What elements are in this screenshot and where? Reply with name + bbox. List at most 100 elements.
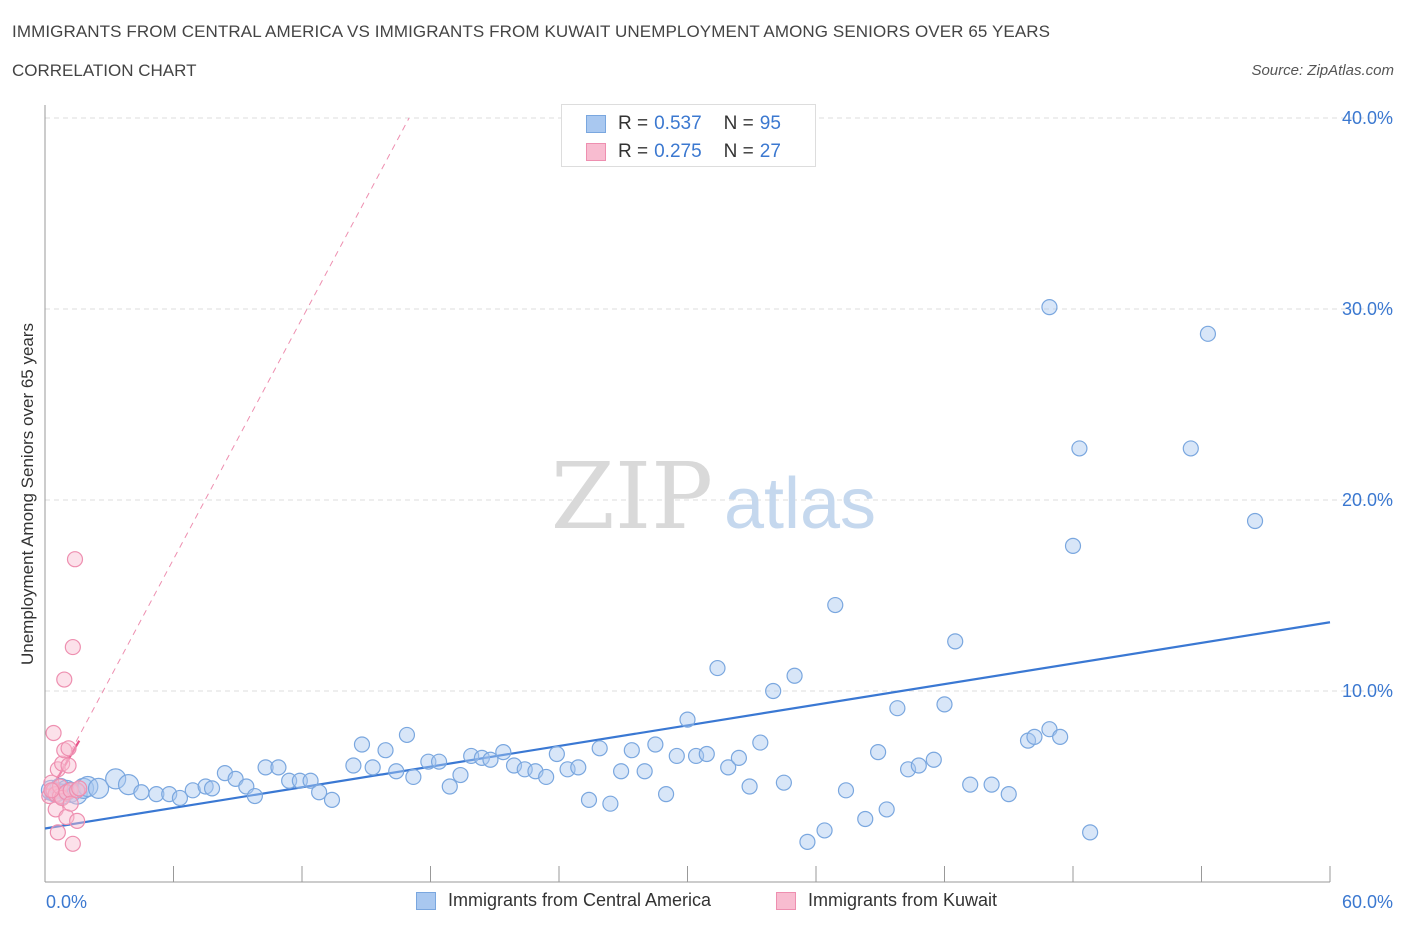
point-kuwait bbox=[56, 671, 73, 688]
legend-n-value: 95 bbox=[759, 113, 781, 134]
point-central-america bbox=[636, 763, 653, 780]
point-central-america bbox=[889, 700, 906, 717]
point-central-america bbox=[786, 667, 803, 684]
bottom-legend-label: Immigrants from Kuwait bbox=[808, 890, 998, 910]
point-central-america bbox=[495, 744, 512, 761]
trendline-central-america bbox=[44, 621, 1331, 830]
point-central-america bbox=[857, 810, 874, 828]
point-central-america bbox=[752, 734, 769, 751]
watermark-zip: ZIP bbox=[551, 443, 713, 550]
point-central-america bbox=[105, 768, 127, 790]
bottom-legend-central-america: Immigrants from Central America bbox=[416, 890, 711, 911]
point-central-america bbox=[452, 766, 469, 784]
point-kuwait bbox=[64, 638, 81, 656]
point-kuwait bbox=[64, 835, 81, 852]
point-central-america bbox=[765, 682, 782, 700]
point-kuwait bbox=[60, 740, 77, 757]
point-central-america bbox=[197, 778, 214, 795]
y-tick-label: 20.0% bbox=[1342, 490, 1393, 510]
point-central-america bbox=[591, 740, 608, 757]
bottom-legend-kuwait: Immigrants from Kuwait bbox=[776, 890, 997, 911]
legend-n-label: N = bbox=[723, 113, 754, 134]
point-kuwait bbox=[49, 824, 66, 841]
point-central-america bbox=[184, 782, 201, 799]
point-central-america bbox=[668, 747, 685, 765]
point-central-america bbox=[698, 745, 715, 763]
point-kuwait bbox=[69, 782, 86, 799]
point-central-america bbox=[148, 786, 165, 803]
point-central-america bbox=[482, 751, 499, 768]
watermark: ZIP atlas bbox=[551, 443, 876, 550]
point-kuwait bbox=[43, 782, 60, 799]
point-central-america bbox=[117, 773, 140, 796]
point-central-america bbox=[936, 696, 953, 713]
point-central-america bbox=[548, 745, 565, 763]
point-kuwait bbox=[54, 755, 71, 772]
legend-n-label: N = bbox=[723, 141, 754, 162]
chart-title: IMMIGRANTS FROM CENTRAL AMERICA VS IMMIG… bbox=[12, 22, 1051, 41]
point-central-america bbox=[657, 786, 675, 803]
point-central-america bbox=[799, 833, 816, 850]
point-central-america bbox=[827, 596, 844, 614]
bottom-legend-swatch-blue bbox=[416, 891, 436, 910]
point-central-america bbox=[257, 759, 274, 776]
legend-r-value: 0.537 bbox=[654, 113, 702, 134]
point-kuwait bbox=[69, 812, 86, 829]
legend-row-central-america: R = 0.537 N = 95 bbox=[586, 113, 803, 135]
source-label: Source: ZipAtlas.com bbox=[1251, 62, 1394, 79]
chart-subtitle: CORRELATION CHART bbox=[12, 61, 197, 80]
bottom-legend-label: Immigrants from Central America bbox=[448, 890, 712, 910]
series-kuwait-points bbox=[41, 551, 88, 852]
point-central-america bbox=[1071, 440, 1088, 457]
bottom-legend-swatch-pink bbox=[776, 891, 796, 910]
point-central-america bbox=[741, 778, 758, 795]
trendline-kuwait-extended bbox=[44, 117, 410, 801]
point-central-america bbox=[364, 759, 381, 776]
point-central-america bbox=[647, 736, 664, 753]
point-central-america bbox=[345, 757, 362, 774]
point-central-america bbox=[87, 777, 110, 800]
point-central-america bbox=[323, 791, 341, 808]
point-central-america bbox=[730, 749, 748, 766]
x-tick-label-min: 0.0% bbox=[46, 892, 87, 912]
point-central-america bbox=[1041, 298, 1058, 316]
y-tick-label: 10.0% bbox=[1342, 681, 1393, 701]
point-kuwait bbox=[62, 795, 79, 812]
point-central-america bbox=[870, 744, 887, 761]
point-central-america bbox=[602, 795, 619, 812]
point-central-america bbox=[580, 791, 598, 808]
point-central-america bbox=[353, 736, 371, 753]
legend-r-label: R = bbox=[618, 141, 649, 162]
watermark-atlas: atlas bbox=[724, 464, 876, 544]
point-central-america bbox=[1064, 537, 1082, 554]
y-tick-label: 30.0% bbox=[1342, 299, 1393, 319]
point-central-america bbox=[709, 659, 726, 677]
point-central-america bbox=[1199, 325, 1217, 342]
legend-r-label: R = bbox=[618, 113, 649, 134]
point-central-america bbox=[302, 772, 319, 789]
point-kuwait bbox=[71, 780, 88, 797]
point-central-america bbox=[878, 801, 895, 818]
point-central-america bbox=[441, 778, 458, 795]
point-central-america bbox=[203, 780, 221, 797]
point-central-america bbox=[983, 776, 1000, 793]
point-central-america bbox=[1246, 512, 1264, 530]
legend-r-value: 0.275 bbox=[654, 141, 702, 162]
point-central-america bbox=[133, 784, 150, 801]
series-central-america-points bbox=[40, 298, 1264, 850]
point-kuwait bbox=[45, 724, 62, 742]
point-central-america bbox=[538, 768, 555, 786]
point-central-america bbox=[1000, 786, 1017, 803]
point-central-america bbox=[405, 768, 422, 786]
point-central-america bbox=[311, 784, 328, 801]
point-central-america bbox=[1082, 824, 1099, 841]
point-central-america bbox=[947, 633, 964, 650]
point-central-america bbox=[246, 787, 263, 805]
point-central-america bbox=[925, 751, 942, 768]
point-central-america bbox=[270, 759, 287, 776]
legend-swatch-blue bbox=[586, 115, 606, 133]
legend-row-kuwait: R = 0.275 N = 27 bbox=[586, 141, 803, 163]
tick-labels: 10.0% 20.0% 30.0% 40.0% 0.0% 60.0% bbox=[46, 108, 1393, 912]
correlation-legend: R = 0.537 N = 95 R = 0.275 N = 27 bbox=[561, 104, 816, 167]
